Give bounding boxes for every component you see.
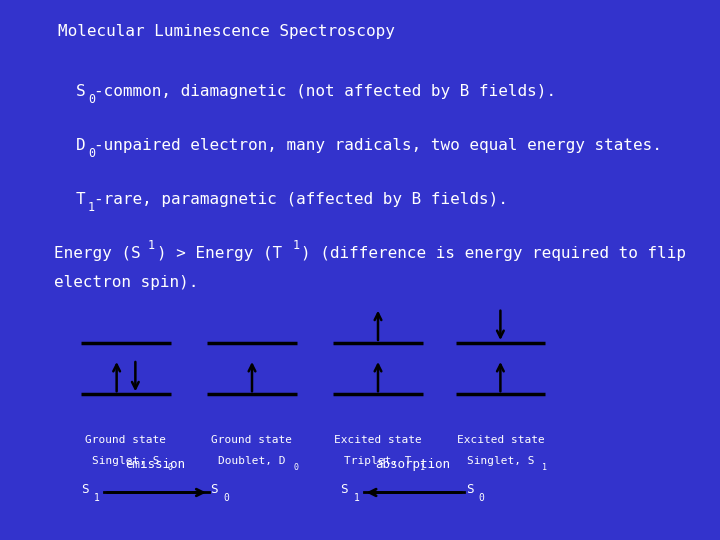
Text: S: S — [76, 84, 85, 99]
Text: 0: 0 — [88, 147, 95, 160]
Text: emission: emission — [125, 458, 185, 471]
Text: Doublet, D: Doublet, D — [218, 456, 286, 467]
Text: D: D — [76, 138, 85, 153]
Text: ) > Energy (T: ) > Energy (T — [157, 246, 282, 261]
Text: Ground state: Ground state — [86, 435, 166, 445]
Text: Excited state: Excited state — [334, 435, 422, 445]
Text: 0: 0 — [479, 493, 485, 503]
Text: 1: 1 — [88, 201, 95, 214]
Text: Singlet, S: Singlet, S — [92, 456, 160, 467]
Text: Ground state: Ground state — [212, 435, 292, 445]
Text: 1: 1 — [420, 463, 425, 472]
Text: ) (difference is energy required to flip: ) (difference is energy required to flip — [301, 246, 686, 261]
Text: 1: 1 — [354, 493, 359, 503]
Text: absorption: absorption — [375, 458, 450, 471]
Text: 1: 1 — [94, 493, 100, 503]
Text: Excited state: Excited state — [456, 435, 544, 445]
Text: electron spin).: electron spin). — [54, 275, 199, 291]
Text: 0: 0 — [294, 463, 299, 472]
Text: Molecular Luminescence Spectroscopy: Molecular Luminescence Spectroscopy — [58, 24, 395, 39]
Text: -rare, paramagnetic (affected by B fields).: -rare, paramagnetic (affected by B field… — [94, 192, 508, 207]
Text: S: S — [81, 483, 89, 496]
Text: 0: 0 — [168, 463, 173, 472]
Text: S: S — [341, 483, 348, 496]
Text: S: S — [210, 483, 217, 496]
Text: Energy (S: Energy (S — [54, 246, 140, 261]
Text: T: T — [76, 192, 85, 207]
Text: 0: 0 — [223, 493, 229, 503]
Text: 1: 1 — [542, 463, 547, 472]
Text: -common, diamagnetic (not affected by B fields).: -common, diamagnetic (not affected by B … — [94, 84, 557, 99]
Text: 1: 1 — [292, 239, 300, 252]
Text: S: S — [466, 483, 473, 496]
Text: 1: 1 — [148, 239, 155, 252]
Text: Singlet, S: Singlet, S — [467, 456, 534, 467]
Text: Triplet, T: Triplet, T — [344, 456, 412, 467]
Text: 0: 0 — [88, 93, 95, 106]
Text: -unpaired electron, many radicals, two equal energy states.: -unpaired electron, many radicals, two e… — [94, 138, 662, 153]
